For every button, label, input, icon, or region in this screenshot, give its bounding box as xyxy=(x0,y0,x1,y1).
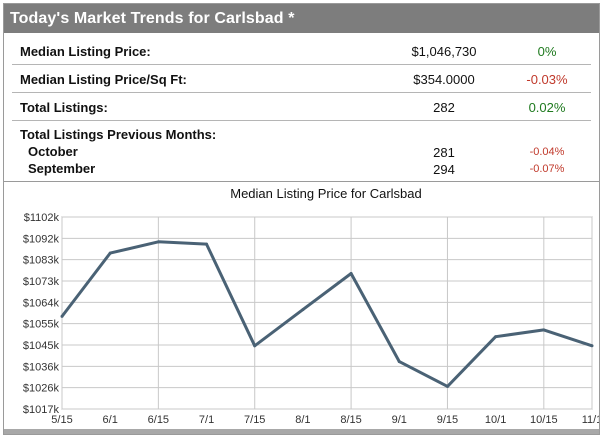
y-tick-label: $1083k xyxy=(23,255,60,267)
month-name: October xyxy=(28,144,78,159)
median-listing-price-label: Median Listing Price: xyxy=(20,44,151,59)
y-tick-label: $1045k xyxy=(23,340,60,352)
x-tick-label: 10/15 xyxy=(530,414,558,426)
x-tick-label: 8/15 xyxy=(340,414,361,426)
data-point xyxy=(156,240,160,244)
month-change: -0.07% xyxy=(529,163,565,175)
x-tick-label: 9/15 xyxy=(437,414,458,426)
data-point xyxy=(60,314,64,318)
y-tick-label: $1017k xyxy=(23,404,60,416)
footer-bar xyxy=(4,429,599,434)
total-listings-row: Total Listings: 282 0.02% xyxy=(12,94,591,121)
data-point xyxy=(494,335,498,339)
median-price-chart: Median Listing Price for Carlsbad $1102k… xyxy=(4,182,599,432)
data-point xyxy=(253,344,257,348)
median-listing-price-value: $1,046,730 xyxy=(411,44,477,59)
chart-title: Median Listing Price for Carlsbad xyxy=(230,186,421,201)
y-tick-label: $1073k xyxy=(23,276,60,288)
total-listings-change: 0.02% xyxy=(528,100,566,115)
chart-canvas: Median Listing Price for Carlsbad $1102k… xyxy=(23,186,599,426)
month-value: 281 xyxy=(433,145,455,160)
y-tick-label: $1055k xyxy=(23,319,60,331)
month-change: -0.04% xyxy=(529,146,565,158)
median-price-sqft-change: -0.03% xyxy=(526,72,568,87)
x-tick-label: 6/15 xyxy=(148,414,169,426)
previous-months-label: Total Listings Previous Months: xyxy=(20,127,217,142)
data-point xyxy=(445,384,449,388)
data-point xyxy=(349,271,353,275)
median-listing-price-change: 0% xyxy=(537,44,557,59)
x-tick-label: 11/1 xyxy=(582,414,599,426)
y-tick-label: $1064k xyxy=(23,297,60,309)
x-tick-label: 9/1 xyxy=(392,414,407,426)
total-listings-value: 282 xyxy=(433,100,455,115)
x-tick-label: 5/15 xyxy=(51,414,72,426)
market-trends-widget: Today's Market Trends for Carlsbad * Med… xyxy=(3,3,600,435)
data-point xyxy=(108,251,112,255)
median-price-sqft-row: Median Listing Price/Sq Ft: $354.0000 -0… xyxy=(12,66,591,93)
y-tick-label: $1092k xyxy=(23,233,60,245)
total-listings-label: Total Listings: xyxy=(20,100,108,115)
y-tick-label: $1102k xyxy=(24,212,60,224)
median-price-sqft-label: Median Listing Price/Sq Ft: xyxy=(20,72,187,87)
x-tick-label: 8/1 xyxy=(295,414,310,426)
data-point xyxy=(542,328,546,332)
x-tick-label: 7/1 xyxy=(199,414,214,426)
data-point xyxy=(397,360,401,364)
plot-area xyxy=(61,216,593,410)
stats-panel: Median Listing Price: $1,046,730 0% Medi… xyxy=(4,33,599,182)
data-point xyxy=(205,242,209,246)
month-name: September xyxy=(28,161,96,176)
month-value: 294 xyxy=(433,162,455,177)
data-point xyxy=(301,308,305,312)
median-price-sqft-value: $354.0000 xyxy=(413,72,475,87)
x-tick-label: 7/15 xyxy=(244,414,265,426)
data-point xyxy=(590,344,594,348)
series-line xyxy=(60,240,593,388)
y-tick-label: $1036k xyxy=(23,361,60,373)
x-tick-label: 6/1 xyxy=(103,414,118,426)
widget-title: Today's Market Trends for Carlsbad * xyxy=(4,4,599,33)
median-listing-price-row: Median Listing Price: $1,046,730 0% xyxy=(12,38,591,65)
x-tick-label: 10/1 xyxy=(485,414,506,426)
y-tick-label: $1026k xyxy=(23,383,60,395)
